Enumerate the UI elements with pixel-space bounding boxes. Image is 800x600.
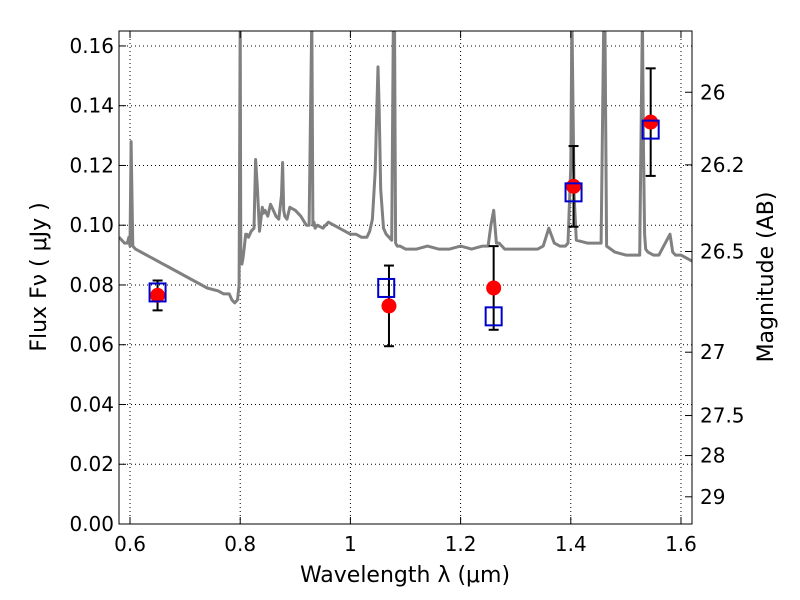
x-tick-label: 1.6: [665, 532, 697, 556]
y-axis-label: Flux Fν ( μJy ): [27, 202, 52, 351]
model-spectrum: [119, 31, 692, 305]
x-tick-label: 0.6: [114, 532, 146, 556]
right-tick-label: 27: [700, 340, 725, 364]
x-tick-label: 1.4: [555, 532, 587, 556]
model-photometry-points: [148, 119, 660, 327]
model-photometry-point: [484, 306, 503, 327]
right-tick-label: 29: [700, 485, 725, 509]
right-tick-label: 28: [700, 444, 725, 468]
model-photometry-point: [377, 277, 396, 298]
y-tick-label: 0.14: [69, 94, 114, 118]
observed-point: [381, 298, 397, 314]
y-tick-label: 0.06: [69, 333, 114, 357]
model-photometry-point: [641, 119, 660, 140]
plot-background: [119, 31, 692, 524]
y-tick-label: 0.00: [69, 512, 114, 536]
y-tick-label: 0.12: [69, 153, 114, 177]
observed-point: [150, 287, 166, 303]
right-tick-label: 26.2: [700, 153, 745, 177]
x-tick-label: 1: [344, 532, 357, 556]
observed-point: [643, 114, 659, 130]
y-tick-label: 0.04: [69, 392, 114, 416]
model-photometry-point: [148, 282, 167, 303]
right-axis-label: Magnitude (AB): [754, 192, 779, 363]
model-photometry-point: [564, 182, 583, 203]
right-tick-label: 26.5: [700, 240, 745, 264]
x-axis-ticks: 0.6 0.8 1 1.2 1.4 1.6: [114, 31, 697, 556]
x-tick-label: 0.8: [224, 532, 256, 556]
model-spectrum-line: [119, 31, 692, 305]
right-tick-label: 26: [700, 80, 725, 104]
right-axis-ticks: 26 26.2 26.5 27 27.5 28 29: [685, 80, 745, 509]
x-tick-label: 1.2: [445, 532, 477, 556]
y-tick-label: 0.02: [69, 452, 114, 476]
plot-frame: [118, 30, 693, 525]
y-tick-label: 0.10: [69, 213, 114, 237]
observed-point: [566, 178, 582, 194]
right-tick-label: 27.5: [700, 404, 745, 428]
y-tick-label: 0.08: [69, 273, 114, 297]
y-tick-label: 0.16: [69, 34, 114, 58]
y-axis-ticks: 0.00 0.02 0.04 0.06 0.08 0.10 0.12 0.14 0.16: [69, 34, 126, 536]
x-axis-label: Wavelength λ (μm): [300, 563, 510, 588]
observed-point: [486, 280, 502, 296]
